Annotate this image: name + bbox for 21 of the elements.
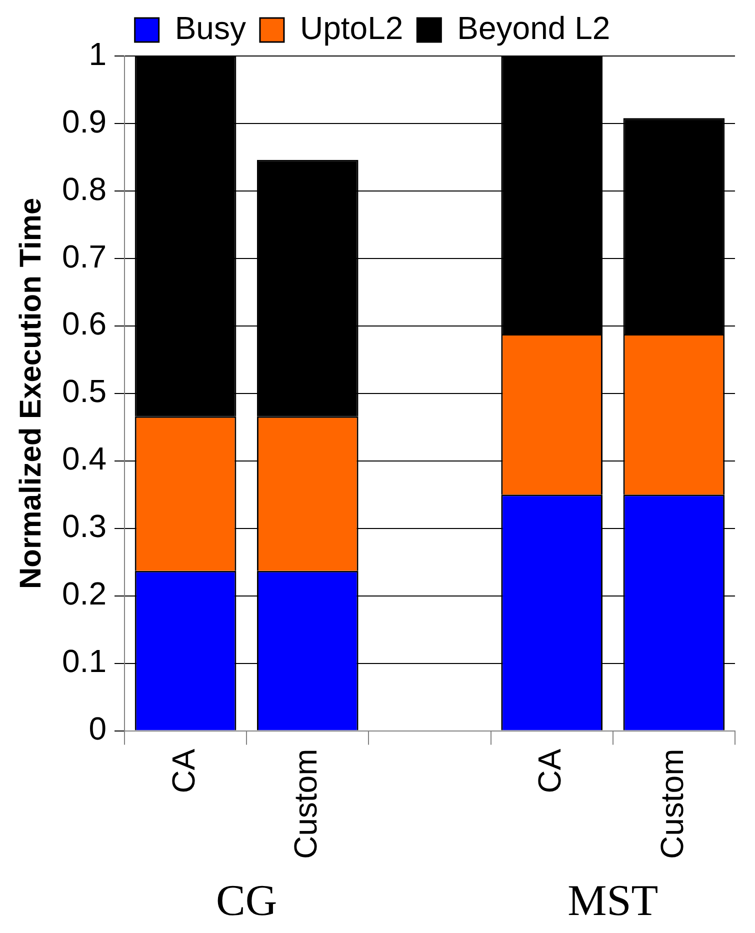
text: CG [216,876,278,925]
y-tick-label: 0.3 [62,508,106,544]
x-tick-label: CA [165,748,202,794]
y-tick-label: 0.1 [62,643,106,680]
text: MST [568,876,658,925]
y-axis-title: Normalized Execution Time [14,198,48,589]
legend-label: Busy [174,10,246,46]
y-tick-label: 1 [88,36,106,72]
y-tick-label: 0.2 [62,576,106,612]
y-tick-label: 0.8 [62,170,106,207]
legend-label: UptoL2 [300,10,404,46]
x-tick-label: Custom [654,748,690,859]
y-tick-label: 0.6 [62,306,106,342]
x-tick-label: CA [532,748,568,794]
x-tick-label: Custom [287,748,324,859]
y-tick-label: 0 [88,710,106,747]
y-tick-label: 0.4 [62,440,106,477]
legend-label: Beyond L2 [457,10,610,46]
y-tick-label: 0.7 [62,238,106,274]
y-tick-label: 0.9 [62,103,106,140]
y-tick-label: 0.5 [62,373,106,410]
